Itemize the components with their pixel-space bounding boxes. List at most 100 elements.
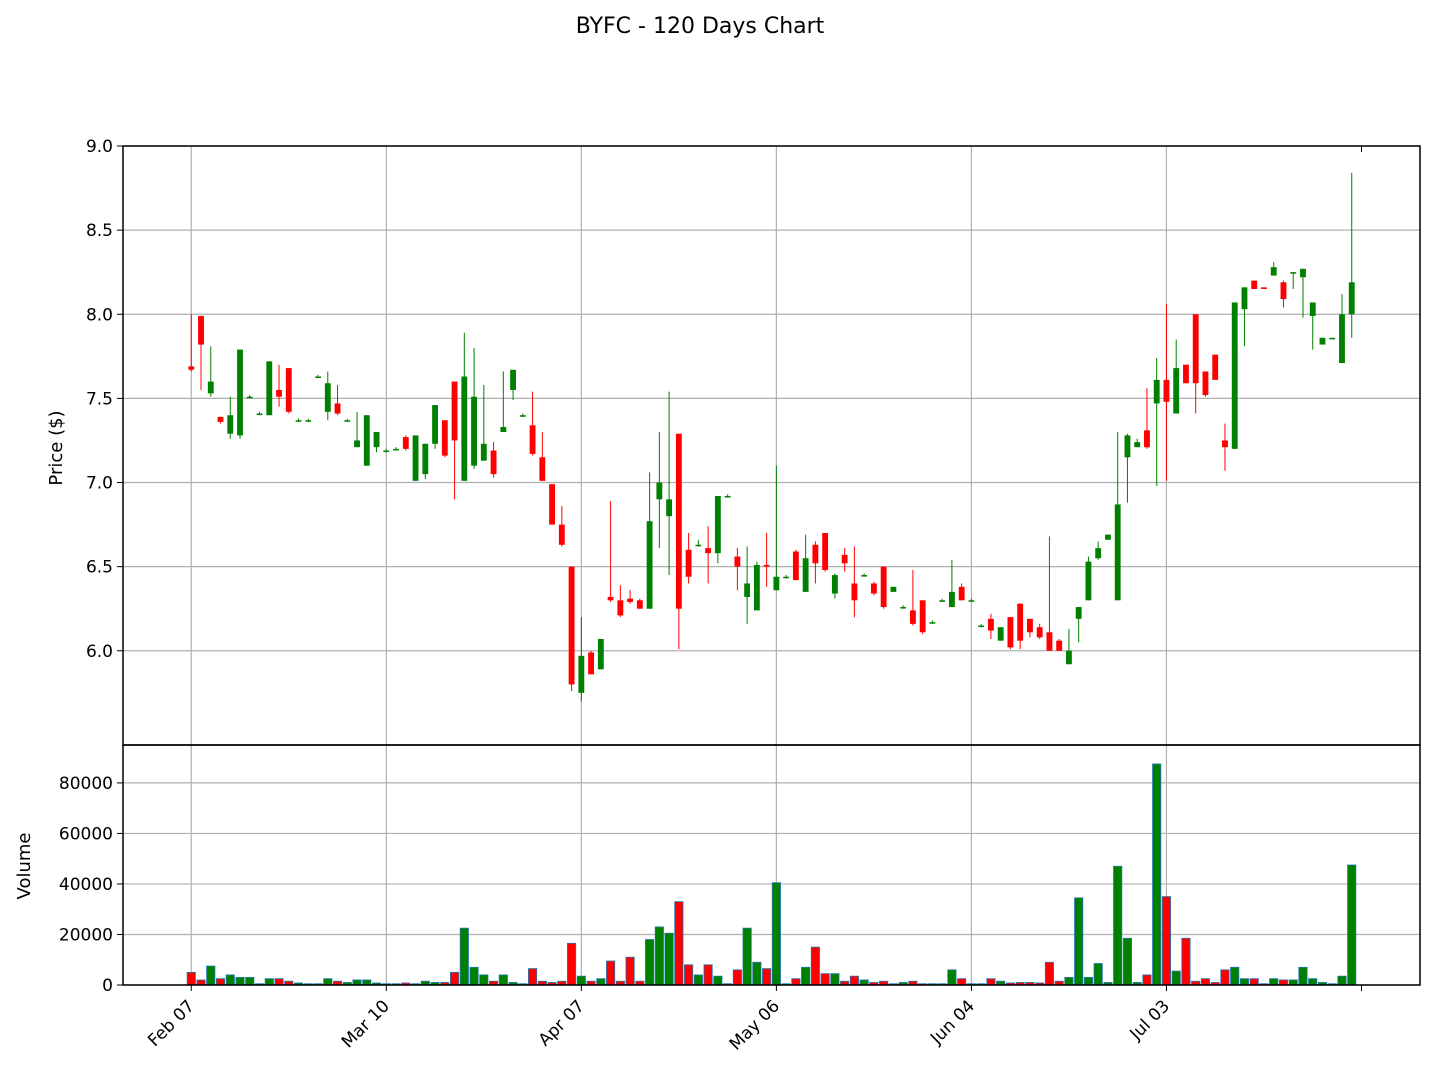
volume-bar [1308, 978, 1318, 986]
candle-body [568, 566, 575, 685]
volume-bar [986, 978, 996, 986]
candle-body [987, 618, 994, 631]
candle-body [198, 315, 204, 345]
candle-body [1192, 314, 1199, 384]
volume-tick-label: 40000 [59, 875, 113, 895]
volume-bar [1220, 969, 1230, 986]
volume-tick-label: 80000 [59, 774, 113, 794]
volume-bar [323, 978, 333, 986]
candle-body [597, 638, 604, 670]
candle-body [1153, 379, 1160, 404]
volume-bar [1122, 937, 1132, 986]
volume-bar [684, 964, 694, 986]
candle-body [617, 600, 624, 616]
volume-bar [576, 975, 586, 986]
candle-body [909, 610, 916, 624]
candle-body [315, 376, 321, 379]
volume-bar [567, 942, 577, 986]
candle-body [792, 551, 799, 581]
volume-bar [674, 901, 684, 986]
candle-body [529, 425, 536, 454]
volume-bar [859, 979, 869, 986]
volume-bar [664, 932, 674, 986]
volume-bar [469, 966, 479, 986]
candle-body [246, 396, 253, 399]
candle-body [471, 396, 477, 466]
volume-bar [1064, 977, 1074, 986]
price-tick-label: 6.5 [86, 558, 113, 578]
candle-body [802, 558, 809, 592]
volume-bar [957, 978, 967, 986]
candle-body [1319, 337, 1326, 345]
candle-body [685, 549, 692, 577]
candle-body [412, 435, 419, 481]
candle-body [773, 576, 780, 591]
candle-body [724, 495, 731, 498]
candle-body [705, 548, 712, 554]
candle-body [500, 426, 507, 433]
volume-bar [606, 960, 616, 986]
candle-body [1105, 534, 1111, 540]
candle-body [256, 413, 263, 416]
volume-axis-label: Volume [14, 833, 35, 900]
candle-body [276, 389, 282, 397]
volume-bar [1288, 979, 1298, 986]
candle-body [305, 420, 312, 422]
candle-body [383, 450, 390, 453]
volume-bar [274, 978, 284, 986]
volume-grid [123, 745, 1420, 986]
price-tick-label: 9.0 [86, 137, 113, 157]
candle-body [666, 499, 673, 517]
volume-tick-label: 0 [102, 976, 113, 996]
volume-bar [1142, 974, 1152, 986]
candle-body [285, 368, 292, 412]
candle-body [753, 564, 760, 611]
candle-body [1300, 268, 1306, 278]
price-tick-label: 7.0 [86, 474, 113, 494]
candle-body [510, 369, 517, 390]
candle-body [1329, 337, 1336, 340]
candle-body [1144, 430, 1150, 448]
candle-body [334, 403, 341, 414]
candle-body [1270, 267, 1277, 276]
volume-bar [810, 946, 820, 986]
candle-body [539, 457, 546, 481]
candle-body [675, 433, 682, 609]
candle-body [714, 495, 721, 554]
candle-body [432, 405, 438, 444]
volume-bar [1239, 978, 1250, 986]
candle-body [900, 607, 907, 609]
candle-body [958, 586, 965, 601]
volume-bar [206, 965, 216, 986]
candle-body [451, 381, 458, 441]
candle-body [490, 450, 497, 475]
candle-body [646, 521, 653, 609]
candle-body [227, 415, 234, 434]
volume-bar [1113, 865, 1123, 986]
candle-body [1261, 287, 1267, 290]
candles [188, 172, 1355, 702]
candle-body [1017, 603, 1024, 641]
volume-bars [186, 763, 1357, 986]
candle-body [1007, 617, 1014, 648]
volume-bar [1249, 978, 1259, 986]
price-axis-label: Price ($) [46, 410, 67, 485]
candle-body [1163, 379, 1170, 402]
volume-bar [1230, 966, 1240, 986]
candle-body [1036, 627, 1043, 638]
candle-body [1339, 314, 1345, 364]
candle-body [1046, 632, 1053, 651]
candle-body [549, 484, 556, 525]
candle-body [656, 482, 663, 500]
volume-bar [450, 971, 460, 986]
candle-body [207, 381, 214, 394]
price-y-ticks: 6.0 6.5 7.0 7.5 8.0 8.5 9.0 [86, 137, 123, 662]
candle-body [997, 627, 1004, 641]
volume-bar [1278, 979, 1289, 986]
candle-body [978, 625, 985, 628]
volume-bar [459, 927, 469, 986]
volume-bar [830, 973, 840, 986]
x-tick-label: Mar 10 [338, 996, 394, 1052]
candle-body [1251, 280, 1258, 290]
candle-body [1231, 302, 1238, 449]
